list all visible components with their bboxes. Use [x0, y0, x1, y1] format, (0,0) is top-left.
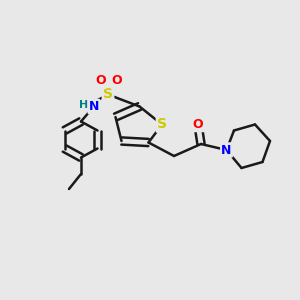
- Text: O: O: [193, 118, 203, 131]
- Text: H: H: [79, 100, 88, 110]
- Text: O: O: [95, 74, 106, 88]
- Text: O: O: [112, 74, 122, 88]
- Text: N: N: [89, 100, 99, 113]
- Text: S: S: [103, 88, 113, 101]
- Text: S: S: [157, 118, 167, 131]
- Text: N: N: [221, 143, 232, 157]
